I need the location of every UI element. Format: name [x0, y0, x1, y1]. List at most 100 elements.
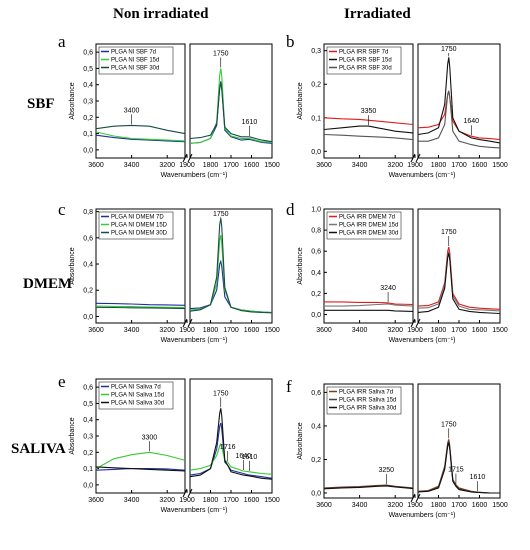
axis-break-mark: [415, 493, 421, 503]
x-tick-label: 3400: [352, 502, 368, 509]
peak-annotation: 3350: [361, 108, 377, 115]
peak-annotation: 3250: [379, 467, 395, 474]
series-line-right: [189, 218, 273, 314]
x-tick-label: 1600: [472, 502, 488, 509]
x-tick-label: 3200: [159, 497, 175, 504]
x-tick-label: 1900: [179, 327, 195, 334]
plot-frame-left: [323, 43, 414, 159]
series-line-left: [323, 485, 414, 490]
legend-box: [98, 381, 174, 410]
x-tick-label: 3400: [124, 162, 140, 169]
row-label-saliva: SALIVA: [11, 441, 66, 457]
x-tick-label: 1600: [244, 162, 260, 169]
peak-annotation: 3400: [124, 107, 140, 114]
series-line-left: [95, 302, 186, 306]
y-tick-label: 0,3: [83, 434, 93, 441]
y-axis-label: Absorbance: [297, 422, 304, 459]
x-tick-label: 1800: [431, 327, 447, 334]
row-label-sbf: SBF: [27, 96, 55, 112]
x-tick-label: 1900: [407, 502, 423, 509]
y-tick-label: 0,0: [83, 314, 93, 321]
y-tick-label: 0,2: [311, 457, 321, 464]
x-tick-label: 3200: [387, 327, 403, 334]
legend-entry: PLGA NI DMEM 15D: [111, 223, 168, 229]
x-tick-label: 1900: [407, 162, 423, 169]
x-tick-label: 1500: [264, 162, 280, 169]
y-tick-label: 0,0: [83, 482, 93, 489]
x-tick-label: 3400: [124, 497, 140, 504]
x-tick-label: 3400: [352, 327, 368, 334]
y-tick-label: 0,0: [311, 490, 321, 497]
x-tick-label: 3200: [387, 162, 403, 169]
legend-box: [98, 46, 174, 75]
panel-label-c: c: [58, 200, 66, 219]
peak-annotation: 1610: [470, 474, 486, 481]
series-line-right: [417, 442, 500, 494]
y-axis-label: Absorbance: [69, 417, 76, 454]
peak-annotation: 1640: [236, 453, 252, 460]
panel-label-b: b: [286, 32, 295, 51]
peak-annotation: 3300: [142, 434, 158, 441]
series-line-right: [189, 82, 273, 143]
x-tick-label: 1900: [407, 327, 423, 334]
series-line-left: [323, 133, 414, 141]
y-axis-label: Absorbance: [69, 247, 76, 284]
chart-panel-e: 0,0 0,1 0,2 0,3 0,4 0,5 0,6 3600 3400 3200 1900 180…: [69, 378, 280, 514]
x-tick-label: 1800: [203, 162, 219, 169]
y-tick-label: 0,2: [83, 115, 93, 122]
x-tick-label: 3600: [88, 327, 104, 334]
y-tick-label: 0,1: [83, 466, 93, 473]
chart-panel-a: 0,0 0,1 0,2 0,3 0,4 0,5 0,6 3600 3400 3200 1900 180…: [69, 43, 280, 179]
peak-annotation: 1750: [213, 211, 229, 218]
column-header-non-irradiated: Non irradiated: [113, 6, 209, 22]
legend-box: [98, 211, 174, 240]
x-tick-label: 3600: [88, 497, 104, 504]
peak-annotation: 1750: [441, 421, 457, 428]
x-tick-label: 1800: [203, 327, 219, 334]
axis-break-mark: [410, 493, 416, 503]
axis-break-mark: [182, 318, 188, 328]
x-axis-label: Wavenumbers (cm⁻¹): [161, 507, 228, 514]
legend-box: [326, 211, 402, 240]
y-tick-label: 0,2: [311, 291, 321, 298]
y-tick-label: 0,5: [83, 401, 93, 408]
y-tick-label: 0,8: [83, 209, 93, 216]
y-tick-label: 0,2: [311, 82, 321, 89]
y-tick-label: 0,6: [83, 50, 93, 57]
x-tick-label: 3400: [124, 327, 140, 334]
peak-annotation: 3240: [380, 285, 396, 292]
legend-entry: PLGA NI DMEM 7D: [111, 215, 164, 221]
y-tick-label: 0,5: [83, 66, 93, 73]
series-line-left: [95, 451, 186, 470]
legend-box: [326, 386, 402, 415]
x-tick-label: 1500: [264, 327, 280, 334]
legend-entry: PLGA IRR SBF 30d: [339, 66, 392, 72]
y-tick-label: 0,6: [83, 235, 93, 242]
panel-label-e: e: [58, 372, 66, 391]
series-line-right: [189, 259, 273, 314]
y-tick-label: 0,1: [83, 131, 93, 138]
series-line-left: [95, 466, 186, 472]
y-tick-label: 0,4: [311, 423, 321, 430]
axis-break-mark: [410, 318, 416, 328]
chart-panel-d: 0,0 0,2 0,4 0,6 0,8 1,0 3600 3400 3200 1900 1800 17…: [297, 207, 508, 345]
series-line-right: [417, 246, 501, 310]
y-tick-label: 0,3: [83, 99, 93, 106]
x-tick-label: 3600: [88, 162, 104, 169]
column-header-irradiated: Irradiated: [344, 6, 411, 22]
y-tick-label: 0,2: [83, 288, 93, 295]
peak-annotation: 1750: [441, 229, 457, 236]
series-line-left: [95, 134, 186, 143]
legend-entry: PLGA NI Saliva 7d: [111, 385, 161, 391]
series-line-right: [189, 235, 273, 314]
x-tick-label: 1800: [431, 502, 447, 509]
y-tick-label: 0,0: [83, 147, 93, 154]
y-tick-label: 0,6: [311, 390, 321, 397]
x-tick-label: 1700: [223, 497, 239, 504]
x-tick-label: 3200: [159, 327, 175, 334]
x-tick-label: 3200: [159, 162, 175, 169]
peak-annotation: 1610: [242, 454, 258, 461]
series-line-left: [95, 306, 186, 310]
axis-break-mark: [415, 318, 421, 328]
y-tick-label: 0,6: [83, 385, 93, 392]
